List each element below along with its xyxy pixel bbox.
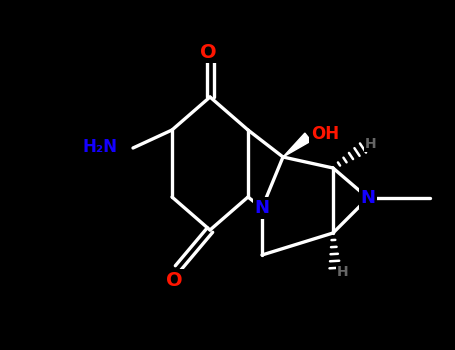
Text: N: N xyxy=(254,199,269,217)
Text: OH: OH xyxy=(311,125,339,143)
Polygon shape xyxy=(283,133,311,157)
Text: H₂N: H₂N xyxy=(82,138,117,156)
Text: N: N xyxy=(360,189,375,207)
Text: O: O xyxy=(200,42,216,62)
Text: O: O xyxy=(166,271,182,289)
Text: H: H xyxy=(365,137,377,151)
Text: H: H xyxy=(337,265,349,279)
